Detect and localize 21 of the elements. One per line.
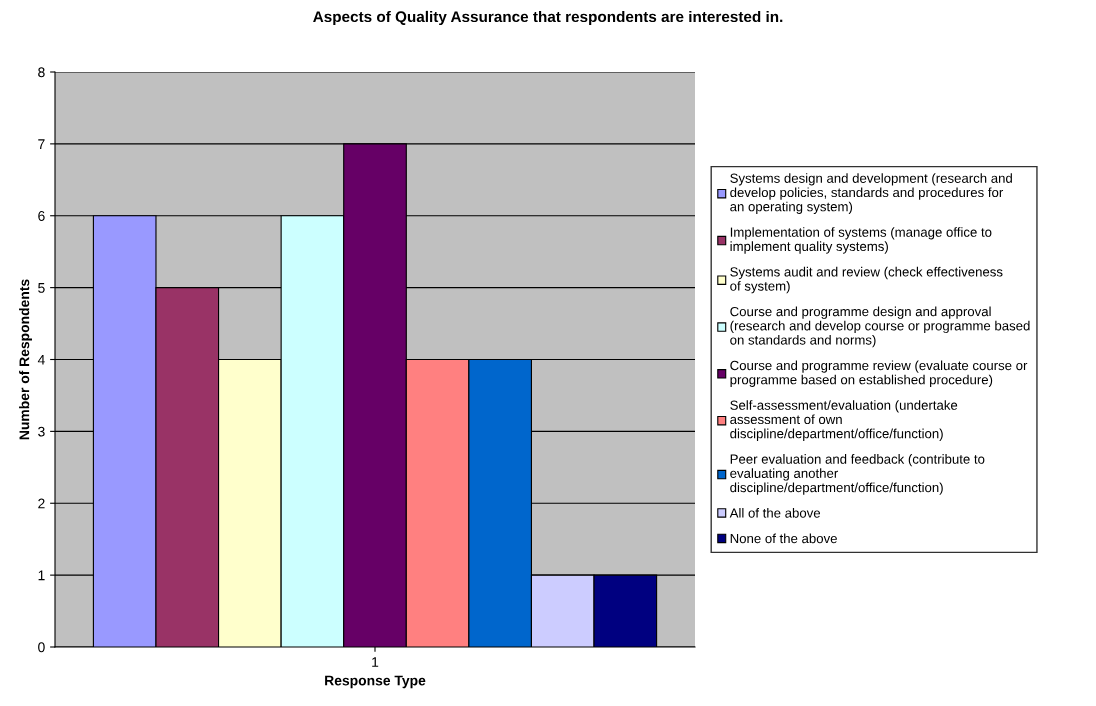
x-axis-title: Response Type [325, 675, 426, 689]
y-tick-label: 0 [38, 642, 45, 653]
y-tick-label: 6 [38, 211, 45, 221]
legend-label: Implementation of systems (manage office to implement quality systems) [730, 227, 992, 254]
chart-title: Aspects of Quality Assurance that respondents are interested in. [313, 10, 783, 26]
legend-label: Self-assessment/evaluation (undertake assessment of own discipline/department/office/function) [730, 400, 958, 441]
legend-label: Systems audit and review (check effectiveness of system) [730, 266, 1003, 294]
y-tick-label: 8 [38, 67, 45, 78]
y-tick-label: 1 [38, 570, 45, 581]
legend-label: Course and programme design and approval (research and develop course or programme based on standards and norms) [730, 306, 1030, 348]
legend-label: None of the above [730, 533, 837, 544]
legend-label: Peer evaluation and feedback (contribute to evaluating another discipline/department/office/function) [730, 454, 985, 495]
legend-label: Systems design and development (research and develop policies, standards and procedures for an operating system) [730, 173, 1012, 214]
y-tick-label: 3 [38, 426, 45, 437]
y-axis-title: Number of Respondents [19, 279, 32, 440]
y-tick-label: 7 [38, 139, 45, 149]
legend-label: Course and programme review (evaluate course or programme based on established procedure) [730, 360, 1028, 387]
y-tick-label: 4 [37, 354, 45, 365]
legend-label: All of the above [729, 508, 821, 518]
y-tick-label: 5 [38, 283, 45, 293]
y-tick-label: 2 [38, 498, 45, 509]
